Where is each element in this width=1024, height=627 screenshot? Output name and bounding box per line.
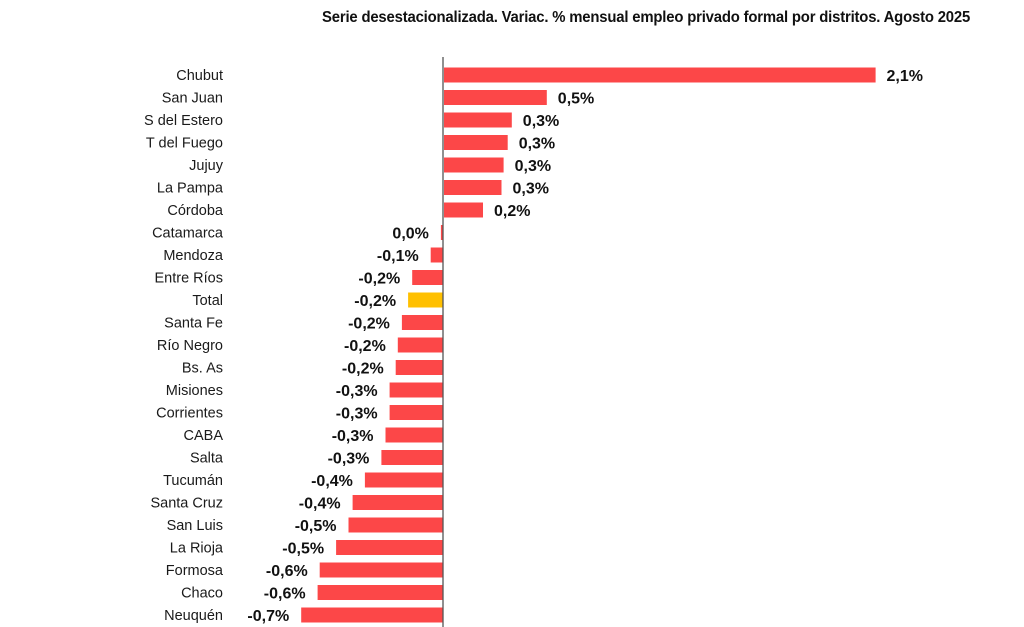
value-label-chaco: -0,6% (264, 586, 306, 603)
value-label-rio-negro: -0,2% (344, 338, 386, 355)
value-label-santa-fe: -0,2% (348, 316, 390, 333)
category-label-catamarca: Catamarca (152, 226, 224, 242)
bar-neuquen (301, 607, 443, 623)
category-label-mendoza: Mendoza (163, 248, 224, 264)
bar-s-del-estero (444, 112, 512, 128)
value-label-mendoza: -0,1% (377, 248, 419, 265)
bar-chaco (317, 585, 443, 600)
value-label-entre-rios: -0,2% (358, 271, 400, 288)
value-label-catamarca: 0,0% (392, 226, 428, 243)
category-label-corrientes: Corrientes (156, 406, 223, 422)
bar-total (408, 292, 443, 308)
value-label-s-del-estero: 0,3% (523, 113, 559, 130)
bar-catamarca (440, 225, 443, 240)
chart-title: Serie desestacionalizada. Variac. % mens… (322, 9, 971, 26)
value-label-formosa: -0,6% (266, 563, 308, 580)
value-label-corrientes: -0,3% (336, 406, 378, 423)
category-label-chubut: Chubut (176, 68, 223, 84)
category-label-s-del-estero: S del Estero (144, 113, 223, 129)
bar-formosa (319, 562, 443, 578)
bar-chubut (444, 67, 876, 83)
category-label-bs-as: Bs. As (182, 361, 223, 377)
bar-corrientes (389, 405, 443, 420)
bar-entre-rios (412, 270, 443, 285)
value-label-total: -0,2% (354, 293, 396, 310)
bars-group (301, 67, 876, 623)
value-label-santa-cruz: -0,4% (299, 496, 341, 513)
bar-caba (385, 427, 443, 443)
category-labels: Chubut San Juan S del Estero T del Fuego Juj… (144, 68, 224, 624)
value-label-t-del-fuego: 0,3% (519, 136, 555, 153)
category-label-chaco: Chaco (181, 586, 223, 602)
bar-salta (381, 450, 443, 465)
value-label-salta: -0,3% (328, 451, 370, 468)
bar-misiones (389, 382, 443, 398)
bar-santa-fe (401, 315, 443, 330)
category-label-la-pampa: La Pampa (157, 181, 224, 197)
value-label-chubut: 2,1% (887, 68, 923, 85)
bar-san-juan (444, 90, 547, 105)
value-label-san-juan: 0,5% (558, 91, 594, 108)
category-label-entre-rios: Entre Ríos (155, 271, 224, 287)
value-label-tucuman: -0,4% (311, 473, 353, 490)
category-label-misiones: Misiones (166, 383, 223, 399)
bar-san-luis (348, 517, 443, 533)
category-label-cordoba: Córdoba (167, 203, 224, 219)
value-label-la-pampa: 0,3% (513, 181, 549, 198)
category-label-tucuman: Tucumán (163, 473, 223, 489)
category-label-santa-fe: Santa Fe (164, 316, 223, 332)
category-label-santa-cruz: Santa Cruz (150, 496, 223, 512)
category-label-rio-negro: Río Negro (157, 338, 223, 354)
category-label-t-del-fuego: T del Fuego (146, 136, 223, 152)
bar-la-pampa (444, 180, 502, 195)
bar-bs-as (395, 360, 443, 375)
bar-santa-cruz (352, 495, 443, 510)
category-label-neuquen: Neuquén (164, 608, 223, 624)
bar-mendoza (430, 247, 443, 263)
bar-la-rioja (336, 540, 443, 555)
bar-cordoba (444, 202, 483, 218)
bar-jujuy (444, 157, 504, 173)
category-label-total: Total (192, 293, 223, 309)
value-label-bs-as: -0,2% (342, 361, 384, 378)
category-label-formosa: Formosa (166, 563, 224, 579)
bar-t-del-fuego (444, 135, 508, 150)
value-label-caba: -0,3% (332, 428, 374, 445)
category-label-san-luis: San Luis (167, 518, 223, 534)
category-label-la-rioja: La Rioja (170, 541, 224, 557)
category-label-salta: Salta (190, 451, 224, 467)
value-label-misiones: -0,3% (336, 383, 378, 400)
value-label-la-rioja: -0,5% (282, 541, 324, 558)
value-label-jujuy: 0,3% (515, 158, 551, 175)
category-label-caba: CABA (184, 428, 224, 444)
value-label-neuquen: -0,7% (247, 608, 289, 625)
bar-rio-negro (397, 337, 443, 353)
category-label-san-juan: San Juan (162, 91, 223, 107)
category-label-jujuy: Jujuy (189, 158, 224, 174)
value-label-san-luis: -0,5% (295, 518, 337, 535)
value-labels: 2,1% 0,5% 0,3% 0,3% 0,3% 0,3% 0,2% 0,0% -0,1% -0,… (247, 68, 923, 625)
bar-tucuman (364, 472, 443, 488)
value-label-cordoba: 0,2% (494, 203, 530, 220)
